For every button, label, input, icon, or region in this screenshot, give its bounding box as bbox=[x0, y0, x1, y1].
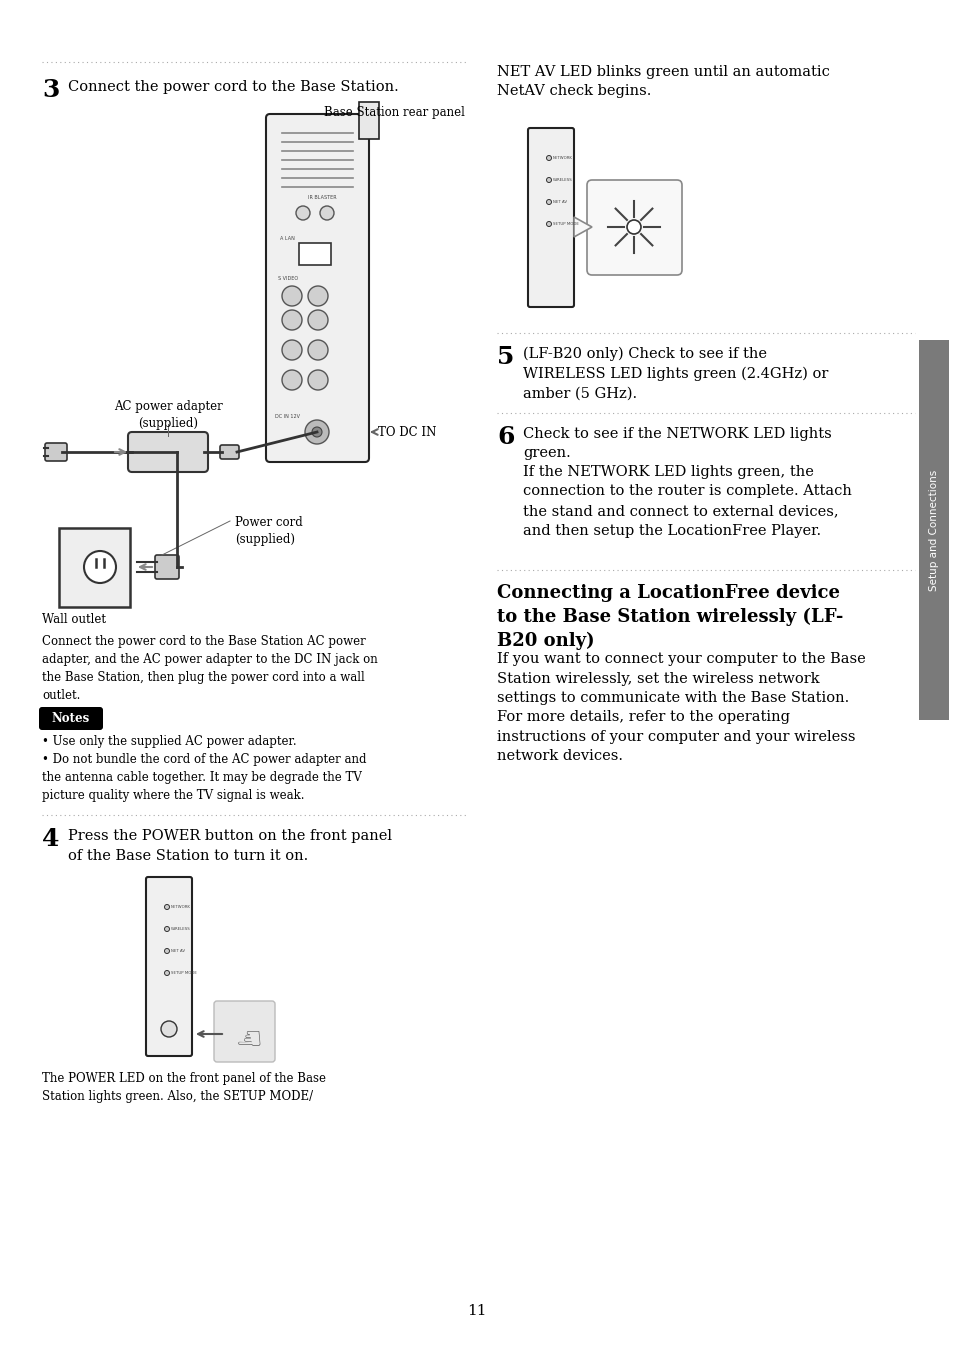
Text: Setup and Connections: Setup and Connections bbox=[928, 469, 938, 590]
FancyBboxPatch shape bbox=[59, 528, 130, 607]
Text: 4: 4 bbox=[42, 828, 59, 851]
FancyBboxPatch shape bbox=[45, 443, 67, 461]
FancyBboxPatch shape bbox=[128, 431, 208, 472]
Text: Wall outlet: Wall outlet bbox=[42, 613, 106, 625]
Text: Connect the power cord to the Base Station.: Connect the power cord to the Base Stati… bbox=[68, 80, 398, 94]
Text: WIRELESS: WIRELESS bbox=[171, 927, 191, 931]
Circle shape bbox=[312, 427, 322, 437]
Circle shape bbox=[282, 286, 302, 306]
Circle shape bbox=[282, 310, 302, 330]
Circle shape bbox=[308, 369, 328, 390]
Text: Connect the power cord to the Base Station AC power
adapter, and the AC power ad: Connect the power cord to the Base Stati… bbox=[42, 635, 377, 702]
Text: Base Station rear panel: Base Station rear panel bbox=[324, 106, 464, 119]
Circle shape bbox=[295, 206, 310, 220]
FancyBboxPatch shape bbox=[298, 243, 331, 266]
Text: Check to see if the NETWORK LED lights
green.: Check to see if the NETWORK LED lights g… bbox=[522, 427, 831, 461]
Text: 11: 11 bbox=[467, 1304, 486, 1318]
Text: Connecting a LocationFree device
to the Base Station wirelessly (LF-
B20 only): Connecting a LocationFree device to the … bbox=[497, 584, 842, 650]
Text: 6: 6 bbox=[497, 425, 514, 449]
Text: TO DC IN: TO DC IN bbox=[377, 426, 436, 438]
Circle shape bbox=[626, 220, 640, 235]
Text: If you want to connect your computer to the Base
Station wirelessly, set the wir: If you want to connect your computer to … bbox=[497, 652, 864, 763]
Text: NETWORK: NETWORK bbox=[171, 905, 191, 909]
Circle shape bbox=[319, 206, 334, 220]
Text: WIRELESS: WIRELESS bbox=[553, 178, 572, 182]
FancyBboxPatch shape bbox=[918, 340, 948, 720]
Circle shape bbox=[164, 971, 170, 976]
FancyBboxPatch shape bbox=[527, 128, 574, 307]
Circle shape bbox=[546, 155, 551, 160]
Circle shape bbox=[546, 178, 551, 182]
Circle shape bbox=[305, 421, 329, 443]
Text: If the NETWORK LED lights green, the
connection to the router is complete. Attac: If the NETWORK LED lights green, the con… bbox=[522, 465, 851, 538]
Circle shape bbox=[164, 905, 170, 910]
Circle shape bbox=[164, 926, 170, 931]
Circle shape bbox=[282, 369, 302, 390]
Text: 5: 5 bbox=[497, 345, 514, 369]
Text: NETWORK: NETWORK bbox=[553, 156, 572, 160]
Text: AC power adapter
(supplied): AC power adapter (supplied) bbox=[113, 400, 222, 430]
FancyBboxPatch shape bbox=[220, 445, 239, 460]
FancyBboxPatch shape bbox=[266, 115, 369, 462]
Polygon shape bbox=[574, 217, 592, 237]
Circle shape bbox=[308, 310, 328, 330]
Text: SETUP MODE: SETUP MODE bbox=[553, 222, 578, 226]
Circle shape bbox=[161, 1020, 177, 1037]
Text: Notes: Notes bbox=[51, 712, 90, 724]
Circle shape bbox=[546, 200, 551, 205]
Text: • Do not bundle the cord of the AC power adapter and
the antenna cable together.: • Do not bundle the cord of the AC power… bbox=[42, 754, 366, 802]
Text: NET AV: NET AV bbox=[553, 200, 566, 204]
FancyBboxPatch shape bbox=[146, 878, 192, 1055]
Text: NET AV LED blinks green until an automatic
NetAV check begins.: NET AV LED blinks green until an automat… bbox=[497, 65, 829, 98]
Text: DC IN 12V: DC IN 12V bbox=[274, 414, 299, 419]
Text: (LF-B20 only) Check to see if the
WIRELESS LED lights green (2.4GHz) or
amber (5: (LF-B20 only) Check to see if the WIRELE… bbox=[522, 346, 827, 400]
FancyBboxPatch shape bbox=[586, 181, 681, 275]
Circle shape bbox=[308, 286, 328, 306]
Circle shape bbox=[308, 340, 328, 360]
Text: SETUP MODE: SETUP MODE bbox=[171, 971, 196, 975]
Text: The POWER LED on the front panel of the Base
Station lights green. Also, the SET: The POWER LED on the front panel of the … bbox=[42, 1072, 326, 1103]
Circle shape bbox=[84, 551, 116, 582]
Text: • Use only the supplied AC power adapter.: • Use only the supplied AC power adapter… bbox=[42, 735, 296, 748]
Text: 3: 3 bbox=[42, 78, 59, 102]
Text: S VIDEO: S VIDEO bbox=[277, 276, 297, 280]
Circle shape bbox=[546, 221, 551, 226]
Text: Press the POWER button on the front panel
of the Base Station to turn it on.: Press the POWER button on the front pane… bbox=[68, 829, 392, 863]
FancyBboxPatch shape bbox=[213, 1002, 274, 1062]
Text: IR BLASTER: IR BLASTER bbox=[308, 195, 336, 200]
Text: ☞: ☞ bbox=[231, 1019, 258, 1049]
Circle shape bbox=[164, 949, 170, 953]
FancyBboxPatch shape bbox=[154, 555, 179, 580]
FancyBboxPatch shape bbox=[358, 102, 378, 139]
Text: A LAN: A LAN bbox=[280, 236, 294, 241]
Text: NET AV: NET AV bbox=[171, 949, 185, 953]
Text: Power cord
(supplied): Power cord (supplied) bbox=[234, 516, 302, 546]
Circle shape bbox=[282, 340, 302, 360]
FancyBboxPatch shape bbox=[39, 706, 103, 731]
